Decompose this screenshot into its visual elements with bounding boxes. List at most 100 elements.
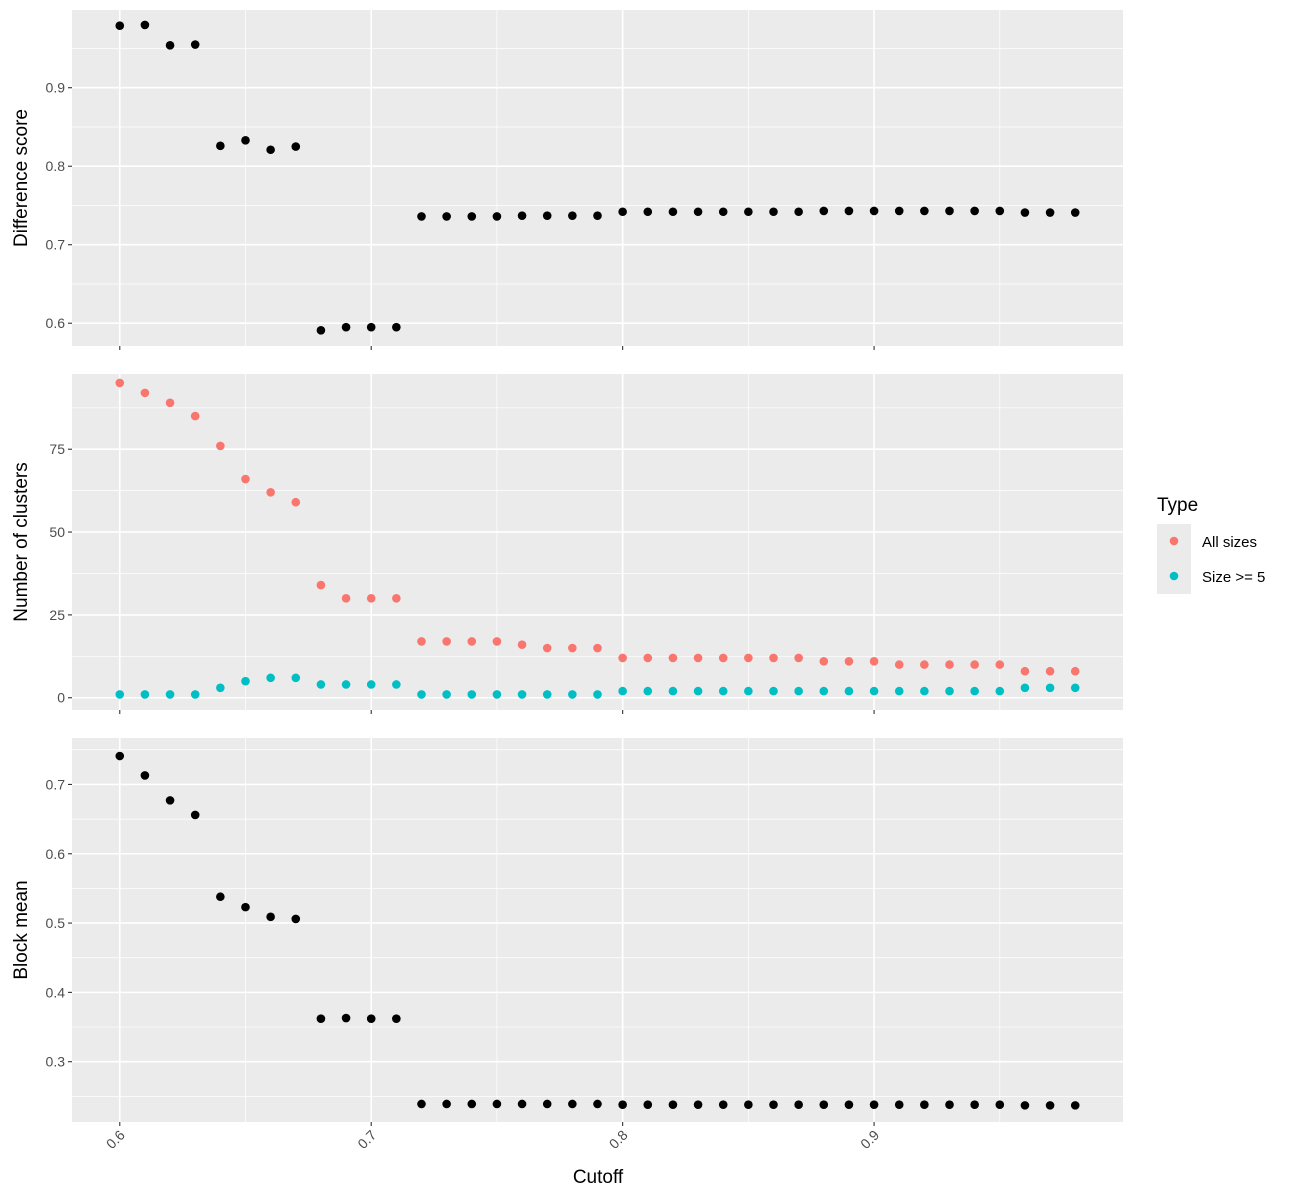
- data-point: [190, 411, 200, 421]
- data-point: [945, 206, 954, 216]
- data-point: [1020, 683, 1030, 693]
- data-point: [392, 680, 401, 689]
- data-point: [190, 690, 200, 699]
- data-point: [970, 660, 979, 669]
- data-point: [291, 142, 301, 151]
- data-point: [869, 206, 879, 216]
- data-point: [920, 686, 929, 696]
- y-tick-label: 25: [49, 607, 65, 623]
- data-point: [140, 771, 150, 780]
- data-point: [392, 594, 401, 603]
- data-point: [341, 594, 351, 603]
- data-point: [417, 212, 426, 221]
- y-tick-label: 0.4: [46, 984, 66, 1000]
- data-point: [618, 686, 627, 696]
- data-point: [366, 594, 376, 603]
- data-point: [945, 660, 954, 669]
- data-point: [442, 637, 451, 646]
- data-point: [241, 474, 250, 484]
- data-point: [190, 40, 200, 49]
- data-point: [568, 1099, 577, 1109]
- data-point: [241, 676, 250, 686]
- data-point: [894, 1100, 904, 1109]
- data-point: [216, 892, 225, 902]
- data-point: [744, 686, 753, 696]
- y-tick-label: 0.6: [46, 846, 66, 862]
- data-point: [165, 796, 175, 805]
- data-point: [392, 322, 401, 332]
- y-tick-label: 0.5: [46, 915, 66, 931]
- data-point: [467, 637, 477, 646]
- data-point: [1045, 683, 1055, 693]
- y-tick-label: 0: [57, 690, 65, 706]
- data-point: [1020, 666, 1030, 676]
- data-point: [417, 637, 426, 646]
- data-point: [920, 206, 929, 216]
- data-point: [794, 1100, 803, 1109]
- data-point: [316, 580, 326, 590]
- data-point: [844, 656, 854, 666]
- data-point: [744, 207, 753, 217]
- legend-key: [1169, 536, 1179, 546]
- legend-items: All sizes Size >= 5: [1169, 534, 1265, 586]
- data-point: [643, 653, 653, 663]
- data-point: [819, 686, 829, 696]
- data-point: [769, 207, 778, 217]
- data-point: [266, 487, 275, 497]
- data-point: [970, 206, 979, 216]
- data-point: [718, 207, 728, 217]
- data-point: [542, 643, 552, 653]
- data-point: [492, 212, 502, 221]
- data-point: [165, 398, 175, 408]
- data-point: [693, 207, 703, 217]
- legend-key: [1169, 571, 1179, 581]
- data-point: [115, 690, 125, 699]
- data-point: [593, 643, 602, 653]
- data-point: [1070, 1101, 1080, 1110]
- data-point: [1020, 1101, 1030, 1110]
- data-point: [291, 497, 301, 507]
- data-point: [643, 686, 653, 696]
- legend-label: All sizes: [1202, 534, 1257, 551]
- y-tick-label: 0.7: [46, 237, 66, 253]
- data-point: [341, 1013, 351, 1023]
- data-point: [894, 660, 904, 669]
- data-point: [894, 206, 904, 216]
- data-point: [869, 656, 879, 666]
- data-point: [517, 211, 527, 220]
- panel-1: 0.6 0.7 0.8 0.9 Difference score: [11, 10, 1123, 350]
- data-point: [945, 686, 954, 696]
- data-point: [693, 1100, 703, 1109]
- data-point: [995, 660, 1005, 669]
- y-axis-title: Number of clusters: [11, 462, 32, 621]
- panel-background: [72, 10, 1123, 346]
- data-point: [165, 41, 175, 50]
- series-all-sizes: [115, 378, 1080, 676]
- data-point: [115, 378, 125, 388]
- data-point: [844, 1100, 854, 1109]
- data-point: [442, 1099, 451, 1109]
- data-point: [1045, 666, 1055, 676]
- data-point: [542, 1099, 552, 1109]
- data-point: [291, 673, 301, 683]
- series-1: [115, 751, 1080, 1110]
- data-point: [819, 656, 829, 666]
- data-point: [316, 325, 326, 335]
- data-point: [140, 690, 150, 699]
- data-point: [668, 686, 678, 696]
- data-point: [366, 680, 376, 689]
- data-point: [794, 653, 803, 663]
- data-point: [744, 653, 753, 663]
- legend-key-background: [1157, 524, 1191, 594]
- data-point: [241, 136, 250, 145]
- data-point: [1070, 666, 1080, 676]
- data-point: [366, 322, 376, 332]
- data-point: [417, 1099, 426, 1109]
- data-point: [970, 686, 979, 696]
- data-point: [467, 212, 477, 221]
- data-point: [542, 690, 552, 699]
- data-point: [517, 640, 527, 650]
- y-tick-label: 50: [49, 524, 65, 540]
- data-point: [945, 1100, 954, 1109]
